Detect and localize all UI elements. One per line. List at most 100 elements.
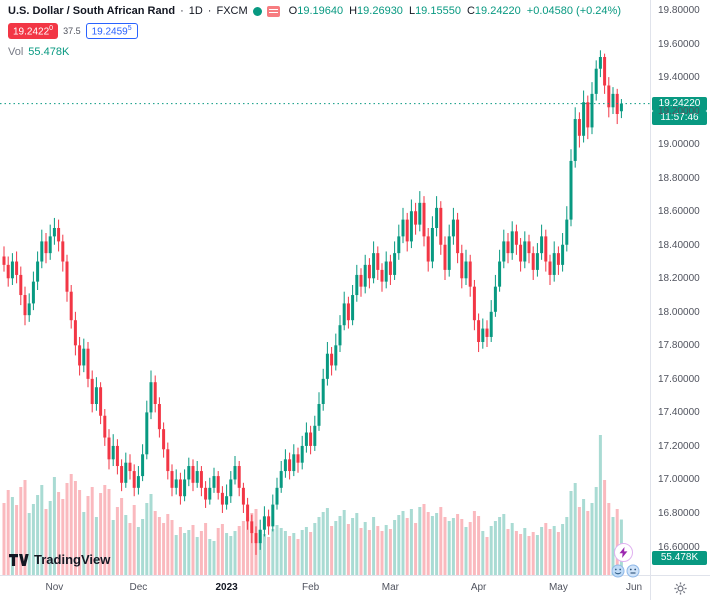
- volume-bar: [237, 526, 241, 575]
- low-value: 19.15550: [415, 5, 461, 17]
- volume-bar: [489, 526, 493, 575]
- tradingview-logo[interactable]: TradingView: [8, 552, 110, 567]
- volume-bar: [225, 533, 229, 575]
- candle-body: [456, 219, 460, 254]
- price-axis-label: 18.00000: [658, 306, 700, 318]
- candle-body: [439, 207, 443, 245]
- candle-body: [401, 219, 405, 237]
- lightning-bolt-icon: [619, 547, 628, 558]
- volume-bar: [279, 528, 283, 575]
- symbol-row[interactable]: U.S. Dollar / South African Rand · 1D · …: [8, 5, 621, 17]
- volume-bar: [262, 534, 266, 575]
- volume-bar: [317, 517, 321, 575]
- candle-body: [136, 476, 140, 488]
- candle-body: [477, 320, 481, 342]
- candle-body: [304, 432, 308, 446]
- candle-body: [115, 445, 119, 467]
- candle-body: [451, 219, 455, 237]
- candle-body: [418, 202, 422, 225]
- volume-bar: [283, 531, 287, 575]
- candle-body: [44, 241, 48, 254]
- volume-bar: [397, 515, 401, 575]
- bid-ask-row: 19.24220 37.5 19.24595: [8, 23, 621, 40]
- volume-bar: [401, 511, 405, 575]
- emoji-reaction-shortcuts[interactable]: [611, 564, 640, 578]
- candle-body: [472, 286, 476, 321]
- smiley-emoji-icon[interactable]: [611, 564, 625, 578]
- volume-bar: [90, 487, 94, 575]
- open-value: 19.19640: [297, 5, 344, 17]
- boost-button[interactable]: [614, 543, 633, 562]
- candle-body: [393, 253, 397, 275]
- candle-body: [346, 303, 350, 321]
- candle-body: [468, 261, 472, 287]
- candle-body: [57, 227, 61, 242]
- time-axis-label: Jun: [625, 582, 643, 593]
- candle-body: [208, 487, 212, 500]
- legend-menu-icon[interactable]: [266, 5, 280, 17]
- volume-bar: [120, 498, 124, 575]
- sell-bid-button[interactable]: 19.24220: [8, 23, 59, 40]
- volume-bar: [540, 527, 544, 575]
- volume-legend-row[interactable]: Vol 55.478K: [8, 46, 621, 58]
- spread-value: 37.5: [63, 26, 81, 37]
- candle-body: [430, 227, 434, 262]
- volume-value: 55.478K: [28, 46, 70, 59]
- candle-body: [19, 274, 23, 296]
- candle-body: [120, 466, 124, 483]
- volume-bar: [149, 494, 153, 575]
- candle-body: [166, 449, 170, 472]
- volume-bar: [321, 512, 325, 575]
- time-axis-label: May: [548, 582, 568, 593]
- volume-bar: [451, 518, 455, 575]
- candle-body: [216, 476, 220, 493]
- volume-bar: [367, 530, 371, 575]
- volume-bar: [447, 521, 451, 575]
- candle-body: [603, 56, 607, 86]
- candle-body: [288, 459, 292, 472]
- volume-bar: [535, 535, 539, 575]
- candle-body: [69, 291, 73, 321]
- separator: ·: [180, 5, 184, 17]
- candle-body: [313, 425, 317, 446]
- volume-bar: [334, 521, 338, 575]
- volume-bar: [544, 523, 548, 575]
- volume-bar: [355, 513, 359, 575]
- volume-bar: [561, 524, 565, 575]
- candle-body: [460, 253, 464, 279]
- symbol-title[interactable]: U.S. Dollar / South African Rand: [8, 5, 176, 17]
- candle-body: [40, 241, 44, 262]
- volume-bar: [409, 509, 413, 575]
- volume-bar: [141, 519, 145, 575]
- heart-eyes-emoji-icon[interactable]: [626, 564, 640, 578]
- candle-body: [162, 429, 166, 450]
- gear-icon[interactable]: [674, 581, 687, 595]
- candle-body: [376, 253, 380, 270]
- volume-bar: [510, 523, 514, 575]
- buy-ask-button[interactable]: 19.24595: [85, 23, 138, 40]
- candle-body: [262, 516, 266, 530]
- price-axis[interactable]: 19.24220 11:57:46 55.478K 19.80000 19.600…: [650, 0, 710, 575]
- volume-bar: [359, 528, 363, 575]
- candle-body: [31, 281, 35, 304]
- volume-bar: [275, 525, 279, 575]
- volume-bar: [10, 497, 14, 575]
- volume-bar: [527, 536, 531, 575]
- volume-bar: [481, 531, 485, 575]
- axis-settings-corner[interactable]: [650, 575, 710, 600]
- candle-body: [241, 487, 245, 505]
- volume-bar: [523, 528, 527, 575]
- candle-body: [128, 462, 132, 472]
- candle-body: [330, 353, 334, 366]
- volume-bar: [57, 492, 61, 575]
- volume-bar: [78, 490, 82, 575]
- candle-body: [577, 119, 581, 136]
- candle-body: [523, 241, 527, 262]
- time-axis[interactable]: Nov Dec 2023 Feb Mar Apr May Jun: [0, 575, 710, 600]
- chart-canvas[interactable]: [0, 0, 650, 575]
- interval-label[interactable]: 1D: [188, 5, 203, 17]
- candle-body: [233, 466, 237, 480]
- market-status-dot-icon[interactable]: [252, 6, 262, 16]
- volume-bar: [435, 513, 439, 575]
- price-axis-label: 16.60000: [658, 541, 700, 553]
